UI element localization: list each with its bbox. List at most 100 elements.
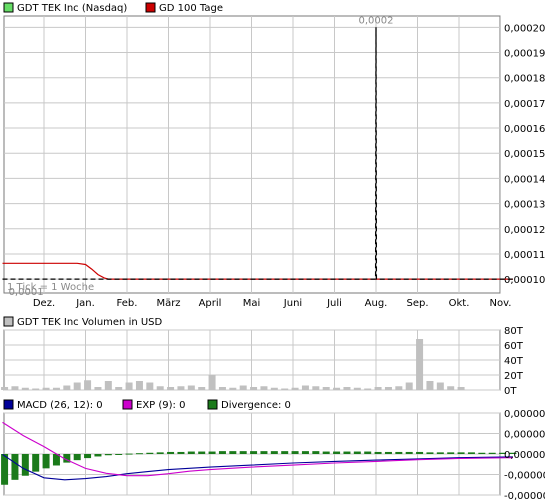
- divergence-bar: [270, 451, 278, 454]
- macd-y-tick-label: -0,00000: [504, 471, 545, 482]
- macd-y-tick-label: -0,00000: [504, 491, 545, 502]
- macd-line: [2, 453, 514, 481]
- divergence-bar: [467, 452, 475, 454]
- volume-y-tick-label: 80T: [504, 326, 524, 337]
- divergence-bar: [395, 451, 403, 454]
- divergence-bar: [104, 454, 112, 456]
- volume-bar: [229, 387, 237, 390]
- price-x-tick-label: Juli: [326, 298, 342, 309]
- peak-annotation: 0,0002: [359, 15, 394, 26]
- exp-line: [2, 421, 514, 477]
- divergence-bar: [364, 451, 372, 454]
- volume-y-tick-label: 0T: [504, 386, 517, 397]
- volume-bar: [239, 385, 247, 390]
- volume-bar: [322, 387, 330, 390]
- volume-bar: [167, 387, 175, 390]
- price-y-tick-label: 0,00014: [504, 174, 545, 185]
- divergence-bar: [167, 451, 175, 454]
- divergence-bar: [312, 451, 320, 454]
- macd-y-tick-label: 0,00000: [504, 430, 545, 441]
- divergence-bar: [499, 452, 507, 454]
- base-annotation: 0,0001: [9, 287, 44, 298]
- volume-bar: [436, 382, 444, 390]
- volume-bar: [384, 387, 392, 390]
- volume-bar: [333, 387, 341, 390]
- volume-bar: [301, 385, 309, 390]
- volume-y-tick-label: 60T: [504, 341, 524, 352]
- divergence-bar: [301, 451, 309, 454]
- price-line: [2, 27, 513, 280]
- divergence-bar: [135, 453, 143, 455]
- volume-bar: [135, 381, 143, 390]
- volume-bar: [343, 387, 351, 390]
- divergence-bar: [447, 452, 455, 454]
- volume-bar: [73, 382, 81, 390]
- volume-bar: [250, 387, 258, 390]
- macd-y-axis: 0,00000 0,00000 0,00000 -0,00000 -0,00000: [504, 409, 545, 502]
- price-y-tick-label: 0,00019: [504, 49, 545, 60]
- divergence-bar: [84, 454, 92, 459]
- divergence-bar: [384, 451, 392, 454]
- volume-bar: [426, 381, 434, 390]
- volume-bar: [374, 387, 382, 390]
- divergence-bar: [291, 451, 299, 454]
- legend-swatch-price: [3, 2, 14, 13]
- volume-bar: [395, 386, 403, 390]
- legend-swatch-volume: [3, 316, 14, 327]
- price-x-tick-label: Feb.: [117, 298, 138, 309]
- divergence-bar: [146, 452, 154, 454]
- tick-note: 1 Tick = 1 Woche: [7, 282, 94, 293]
- volume-bar: [52, 387, 60, 390]
- volume-bars: [1, 339, 465, 390]
- legend-label-divergence: Divergence: 0: [221, 400, 291, 411]
- price-grid: [4, 16, 501, 293]
- volume-bar: [198, 387, 206, 390]
- volume-bar: [416, 339, 424, 390]
- price-x-tick-label: Aug.: [365, 298, 388, 309]
- macd-y-tick-label: 0,00000: [504, 450, 545, 461]
- price-x-tick-label: Juni: [283, 298, 302, 309]
- divergence-bar: [115, 454, 123, 455]
- legend-label-macd: MACD (26, 12): 0: [17, 400, 103, 411]
- divergence-bar: [260, 451, 268, 454]
- volume-bar: [281, 388, 289, 390]
- macd-y-tick-label: 0,00000: [504, 409, 545, 420]
- divergence-bar: [478, 452, 486, 454]
- divergence-bar: [436, 452, 444, 454]
- volume-bar: [353, 387, 361, 390]
- price-x-tick-label: Nov.: [490, 298, 512, 309]
- volume-bar: [32, 388, 40, 390]
- volume-bar: [177, 386, 185, 390]
- divergence-bar: [426, 452, 434, 454]
- divergence-bar: [488, 452, 496, 454]
- divergence-bar: [239, 451, 247, 454]
- divergence-bar: [457, 452, 465, 454]
- volume-bar: [270, 387, 278, 390]
- divergence-bar: [250, 451, 258, 454]
- price-y-axis: 0,00020 0,00019 0,00018 0,00017 0,00016 0,000…: [504, 23, 545, 286]
- price-y-tick-label: 0,00010: [504, 275, 545, 286]
- divergence-bars: [1, 451, 517, 485]
- price-x-tick-label: Mai: [243, 298, 261, 309]
- price-y-tick-label: 0,00011: [504, 250, 545, 261]
- volume-bar: [63, 385, 71, 390]
- divergence-bar: [32, 454, 40, 472]
- divergence-bar: [343, 451, 351, 454]
- divergence-bar: [509, 452, 517, 454]
- volume-bar: [405, 382, 413, 390]
- divergence-bar: [1, 454, 9, 485]
- volume-bar: [187, 385, 195, 390]
- divergence-bar: [21, 454, 29, 476]
- volume-bar: [208, 375, 216, 390]
- price-y-tick-label: 0,00020: [504, 23, 545, 34]
- price-x-tick-label: April: [199, 298, 222, 309]
- volume-bar: [115, 387, 123, 390]
- divergence-bar: [42, 454, 50, 469]
- divergence-bar: [52, 454, 60, 466]
- divergence-bar: [177, 451, 185, 454]
- price-y-tick-label: 0,00018: [504, 74, 545, 85]
- price-y-tick-label: 0,00013: [504, 200, 545, 211]
- volume-bar: [457, 387, 465, 390]
- legend-swatch-macd: [3, 399, 14, 410]
